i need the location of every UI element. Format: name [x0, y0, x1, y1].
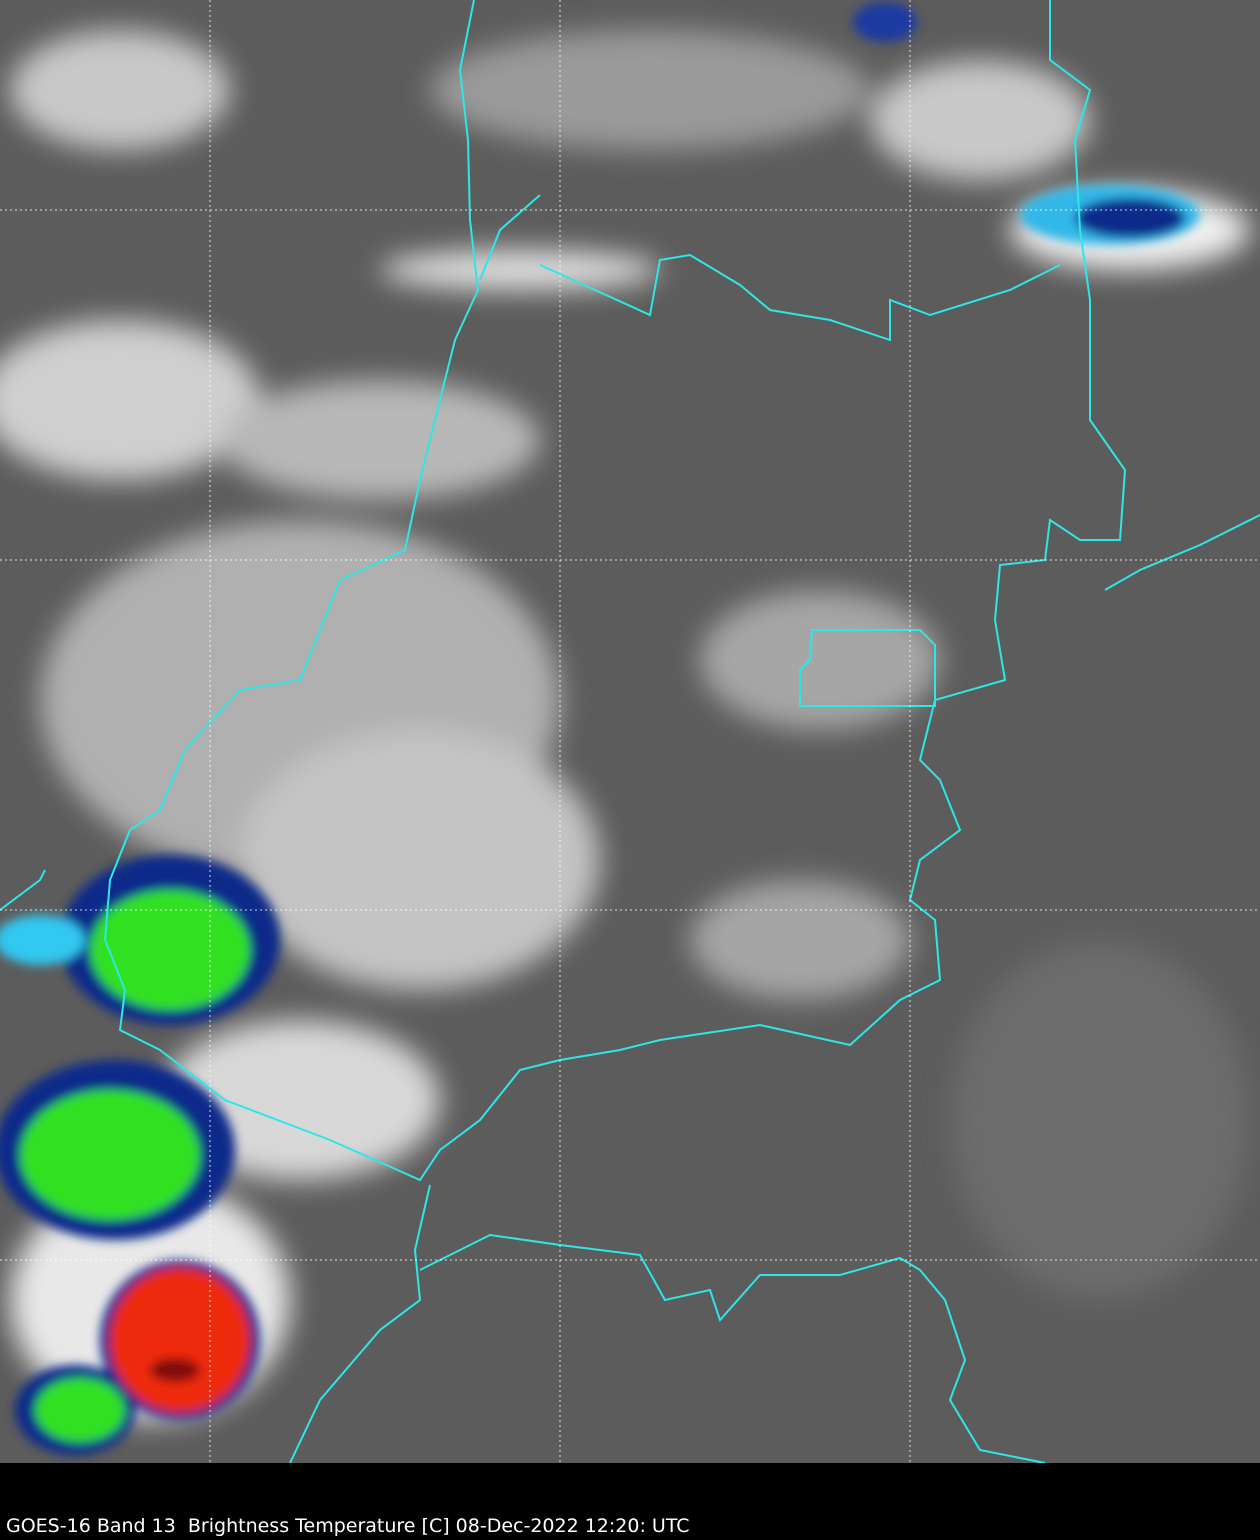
satellite-map	[0, 0, 1260, 1463]
storm-cells	[0, 2, 1200, 1455]
political-borders	[0, 0, 1260, 1463]
border-line	[539, 253, 1061, 342]
border-line	[1104, 514, 1260, 591]
border-enclave	[799, 629, 936, 707]
lat-lon-gridlines	[0, 0, 1260, 1463]
border-line	[419, 1233, 1046, 1463]
border-line	[479, 194, 541, 281]
border-line	[103, 0, 1127, 1182]
image-caption: GOES-16 Band 13 Brightness Temperature […	[6, 1515, 690, 1537]
border-line	[289, 1184, 431, 1463]
border-line	[0, 869, 46, 911]
storm-north	[853, 2, 917, 42]
